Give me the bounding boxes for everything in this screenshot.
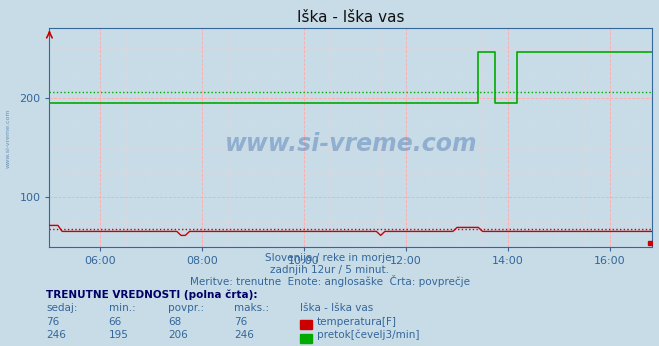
Text: Slovenija / reke in morje.: Slovenija / reke in morje. (264, 253, 395, 263)
Text: TRENUTNE VREDNOSTI (polna črta):: TRENUTNE VREDNOSTI (polna črta): (46, 289, 258, 300)
Text: www.si-vreme.com: www.si-vreme.com (225, 132, 477, 156)
Text: temperatura[F]: temperatura[F] (317, 317, 397, 327)
Text: 76: 76 (234, 317, 247, 327)
Text: 68: 68 (168, 317, 181, 327)
Text: pretok[čevelj3/min]: pretok[čevelj3/min] (317, 330, 420, 340)
Text: 206: 206 (168, 330, 188, 340)
Text: Meritve: trenutne  Enote: anglosaške  Črta: povprečje: Meritve: trenutne Enote: anglosaške Črta… (190, 275, 469, 288)
Title: Iška - Iška vas: Iška - Iška vas (297, 10, 405, 25)
Text: 246: 246 (234, 330, 254, 340)
Text: povpr.:: povpr.: (168, 303, 204, 313)
Text: 76: 76 (46, 317, 59, 327)
Text: maks.:: maks.: (234, 303, 269, 313)
Text: zadnjih 12ur / 5 minut.: zadnjih 12ur / 5 minut. (270, 265, 389, 275)
Text: www.si-vreme.com: www.si-vreme.com (6, 109, 11, 168)
Text: sedaj:: sedaj: (46, 303, 78, 313)
Text: 195: 195 (109, 330, 129, 340)
Text: 66: 66 (109, 317, 122, 327)
Text: Iška - Iška vas: Iška - Iška vas (300, 303, 373, 313)
Text: 246: 246 (46, 330, 66, 340)
Text: min.:: min.: (109, 303, 136, 313)
